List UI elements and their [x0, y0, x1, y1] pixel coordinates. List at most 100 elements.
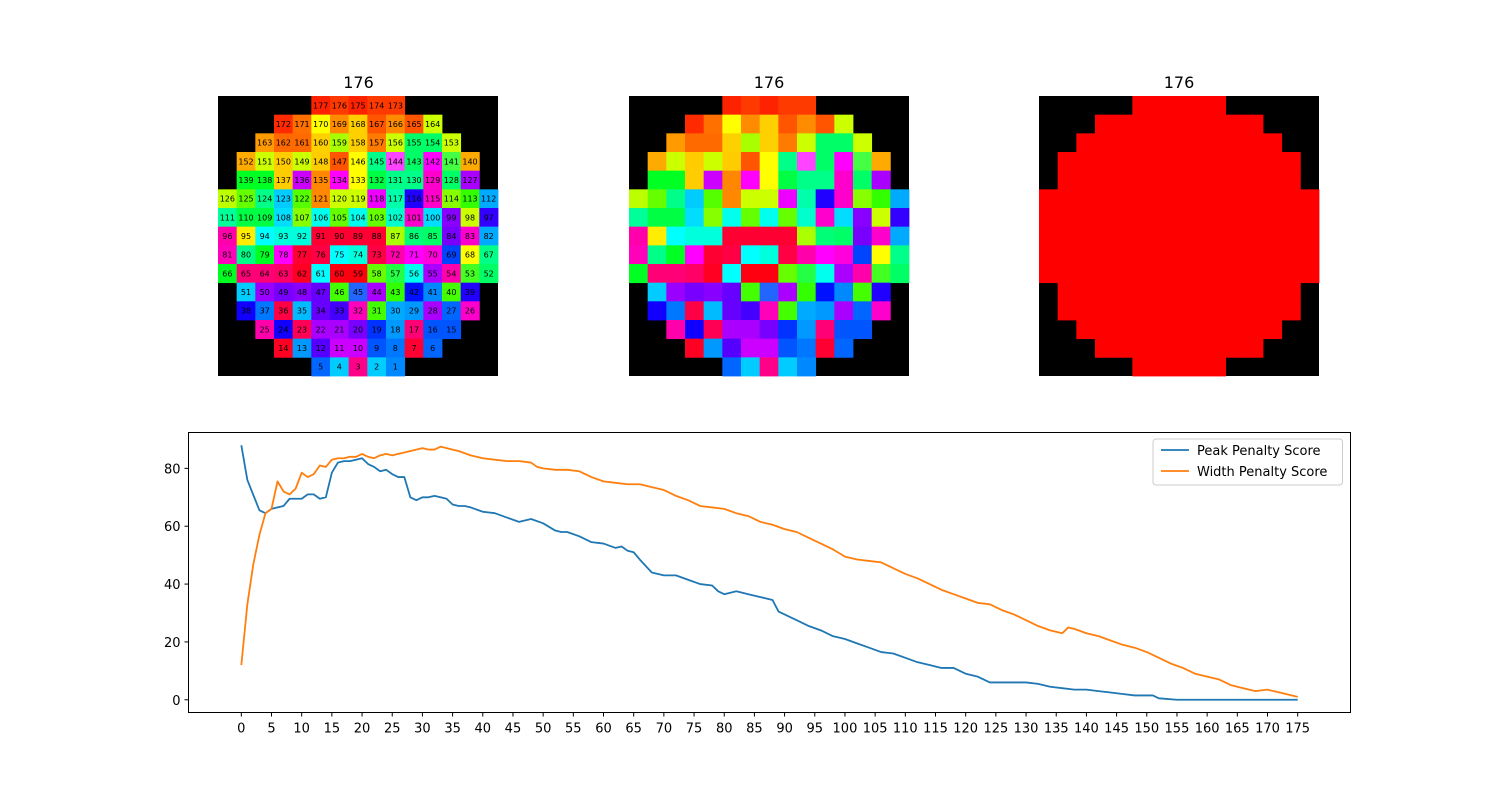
heatmap-cell [404, 170, 424, 190]
heatmap-cell [1057, 170, 1077, 190]
heatmap-cell [274, 208, 294, 228]
heatmap-cell-label: 59 [353, 269, 363, 278]
heatmap-cell [853, 226, 873, 246]
heatmap-cell [330, 338, 350, 358]
heatmap-cell [1169, 189, 1189, 209]
heatmap-cell [1151, 170, 1171, 190]
heatmap-cell [1300, 264, 1320, 284]
heatmap-cell-label: 81 [222, 251, 232, 260]
heatmap-cell [218, 226, 238, 246]
heatmap-cell [741, 264, 761, 284]
heatmap-cell-label: 18 [390, 325, 400, 334]
heatmap-cell [797, 264, 817, 284]
heatmap-cell [274, 282, 294, 302]
heatmap-cell [423, 245, 443, 265]
heatmap-cell [1225, 320, 1245, 340]
heatmap-cell [386, 301, 406, 321]
heatmap-cell [404, 301, 424, 321]
heatmap-cell [1169, 170, 1189, 190]
heatmap-cell [1113, 245, 1133, 265]
heatmap-cell-label: 161 [294, 139, 309, 148]
heatmap-cell-label: 69 [446, 251, 456, 260]
heatmap-cell [1225, 301, 1245, 321]
heatmap-cell [255, 189, 275, 209]
heatmap-cell [1057, 301, 1077, 321]
heatmap-cell [1151, 282, 1171, 302]
heatmap-cell [1188, 189, 1208, 209]
heatmap-cell-label: 76 [316, 251, 326, 260]
heatmap-cell-label: 145 [369, 157, 384, 166]
heatmap-grid-3 [1039, 96, 1320, 377]
heatmap-cell [479, 264, 499, 284]
heatmap-cell [1095, 114, 1115, 134]
heatmap-cell-label: 140 [462, 157, 477, 166]
heatmap-cell [460, 301, 480, 321]
heatmap-cell [274, 226, 294, 246]
heatmap-cell [1244, 226, 1264, 246]
heatmap-cell [460, 189, 480, 209]
heatmap-cell [1207, 264, 1227, 284]
heatmap-cell-label: 177 [313, 101, 328, 110]
heatmap-cell [348, 338, 368, 358]
heatmap-cell [311, 208, 331, 228]
heatmap-cell [1207, 301, 1227, 321]
heatmap-cell [1151, 320, 1171, 340]
heatmap-cell [1244, 338, 1264, 358]
heatmap-cell [890, 226, 910, 246]
heatmap-cell [1132, 208, 1152, 228]
heatmap-cell [1281, 208, 1301, 228]
heatmap-cell [274, 245, 294, 265]
heatmap-cell [778, 208, 798, 228]
heatmap-cell [759, 226, 779, 246]
heatmap-cell [330, 226, 350, 246]
heatmap-cell-label: 137 [276, 176, 291, 185]
heatmap-cell [778, 338, 798, 358]
heatmap-cell [218, 245, 238, 265]
heatmap-cell [386, 264, 406, 284]
heatmap-cell [703, 338, 723, 358]
x-tick-label: 30 [414, 722, 431, 737]
heatmap-cell [1076, 320, 1096, 340]
heatmap-cell [442, 320, 462, 340]
heatmap-cell [1207, 357, 1227, 377]
y-tick-label: 20 [164, 636, 181, 651]
heatmap-cell-label: 146 [350, 157, 365, 166]
heatmap-cell [1244, 301, 1264, 321]
heatmap-cell [367, 301, 387, 321]
heatmap-cell [1039, 245, 1059, 265]
heatmap-cell [348, 208, 368, 228]
heatmap-cell-label: 91 [316, 232, 326, 241]
heatmap-cell [1169, 320, 1189, 340]
heatmap-cell [797, 170, 817, 190]
heatmap-cell-label: 46 [334, 288, 344, 297]
heatmap-cell [666, 301, 686, 321]
heatmap-cell-label: 72 [390, 251, 400, 260]
heatmap-cell-label: 114 [444, 195, 459, 204]
heatmap-cell [815, 152, 835, 172]
heatmap-cell-label: 6 [430, 344, 435, 353]
heatmap-cell [834, 320, 854, 340]
heatmap-cell [759, 282, 779, 302]
heatmap-cell [255, 264, 275, 284]
heatmap-cell-label: 169 [332, 120, 347, 129]
heatmap-cell-label: 55 [428, 269, 438, 278]
heatmap-cell [1169, 208, 1189, 228]
heatmap-cell [348, 189, 368, 209]
heatmap-cell [1132, 338, 1152, 358]
heatmap-cell-label: 13 [297, 344, 307, 353]
heatmap-cell-label: 54 [446, 269, 456, 278]
heatmap-cell-label: 155 [406, 139, 421, 148]
heatmap-cell [236, 245, 256, 265]
heatmap-cell [386, 208, 406, 228]
heatmap-cell [1300, 208, 1320, 228]
heatmap-cell-label: 130 [406, 176, 421, 185]
heatmap-cell-label: 49 [278, 288, 288, 297]
heatmap-cell-label: 1 [393, 363, 398, 372]
heatmap-cell-label: 176 [332, 101, 347, 110]
heatmap-cell-label: 96 [222, 232, 232, 241]
heatmap-cell [722, 357, 742, 377]
heatmap-cell [1207, 114, 1227, 134]
heatmap-cell [1151, 152, 1171, 172]
heatmap-cell [386, 245, 406, 265]
heatmap-cell [1207, 152, 1227, 172]
